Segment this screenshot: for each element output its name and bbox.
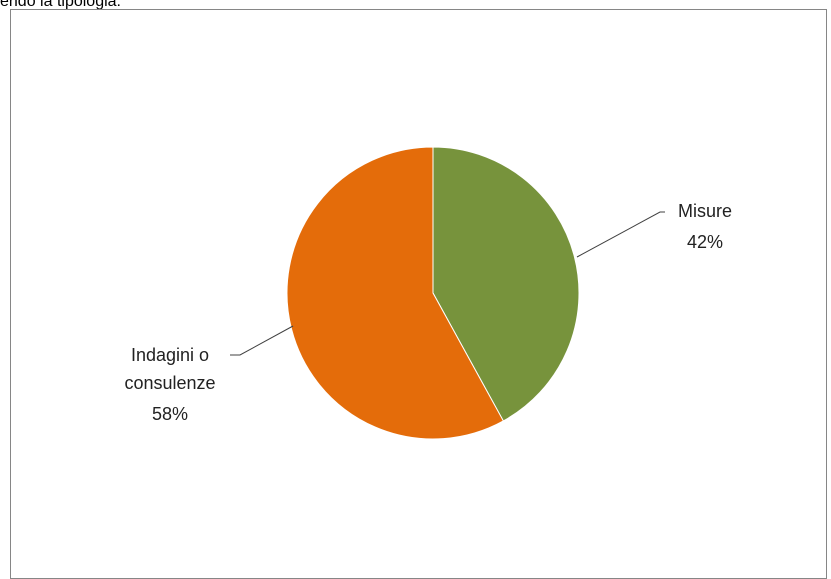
slice-label-indagini-line2: consulenze xyxy=(124,373,215,393)
slice-label-misure: Misure xyxy=(678,201,732,221)
leader-line-indagini xyxy=(230,325,294,356)
slice-value-indagini: 58% xyxy=(152,404,188,424)
slice-label-indagini-line1: Indagini o xyxy=(131,345,209,365)
chart-caption: endo la tipologia: xyxy=(0,0,121,10)
pie-slice-indagini-o-consulenze xyxy=(286,146,505,440)
slice-value-misure: 42% xyxy=(687,232,723,252)
pie-slice-misure xyxy=(432,146,580,422)
leader-line-misure xyxy=(576,211,665,258)
